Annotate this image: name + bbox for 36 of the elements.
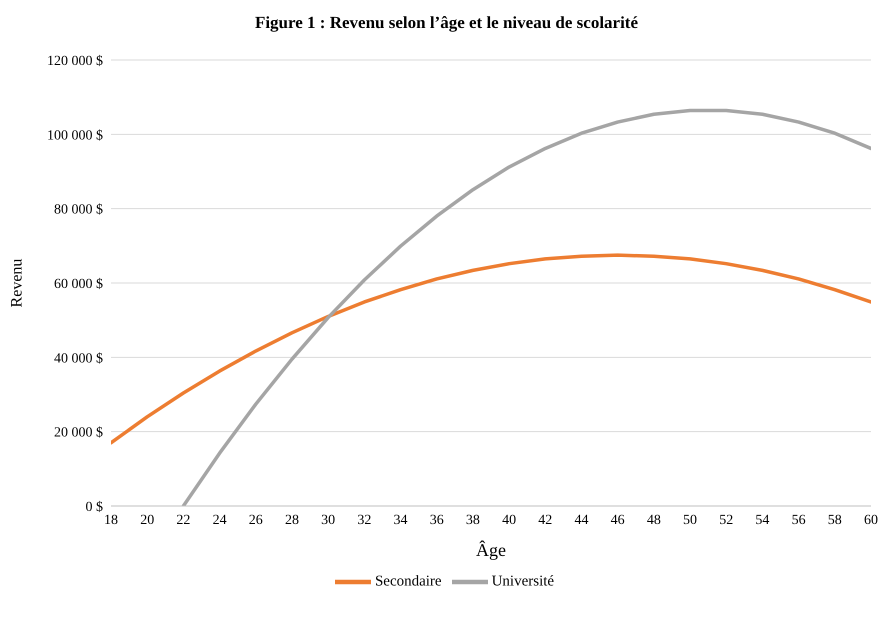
- y-tick-label: 60 000 $: [54, 276, 103, 292]
- x-tick-label: 22: [176, 512, 190, 528]
- x-tick-label: 46: [610, 512, 625, 528]
- x-tick-label: 40: [502, 512, 516, 528]
- x-tick-label: 52: [719, 512, 734, 528]
- x-tick-label: 60: [864, 512, 878, 528]
- x-tick-label: 20: [140, 512, 154, 528]
- line-series: [182, 108, 871, 506]
- x-tick-label: 56: [792, 512, 806, 528]
- x-axis-title: Âge: [476, 540, 506, 560]
- x-tick-label: 48: [646, 512, 661, 528]
- y-tick-label: 100 000 $: [47, 128, 103, 144]
- y-axis-title: Revenu: [8, 258, 26, 308]
- y-tick-label: 40 000 $: [54, 351, 103, 366]
- x-tick-label: 54: [755, 512, 770, 528]
- y-tick-label: 20 000 $: [54, 426, 103, 441]
- x-tick-label: 44: [574, 512, 588, 528]
- x-tick-label: 24: [212, 512, 227, 528]
- legend-label: Secondaire: [374, 573, 442, 590]
- x-tick-label: 26: [248, 512, 263, 528]
- x-tick-label: 38: [466, 512, 480, 528]
- legend-label: Université: [492, 573, 554, 590]
- y-tick-label: 80 000 $: [54, 202, 103, 218]
- chart-title: Figure 1 : Revenu selon l’âge et le niveau de scolarité: [254, 12, 640, 34]
- x-tick-label: 36: [430, 512, 444, 528]
- y-tick-label: 120 000 $: [47, 54, 103, 69]
- x-tick-label: 50: [683, 512, 698, 528]
- line-series: [111, 253, 871, 445]
- x-tick-label: 18: [104, 512, 118, 528]
- x-tick-label: 28: [284, 512, 299, 528]
- x-tick-label: 58: [828, 512, 842, 528]
- y-tick-label: 0 $: [86, 500, 103, 515]
- x-tick-label: 34: [394, 512, 408, 528]
- x-tick-label: 30: [321, 512, 336, 528]
- x-tick-label: 32: [357, 512, 372, 528]
- x-tick-label: 42: [538, 512, 552, 528]
